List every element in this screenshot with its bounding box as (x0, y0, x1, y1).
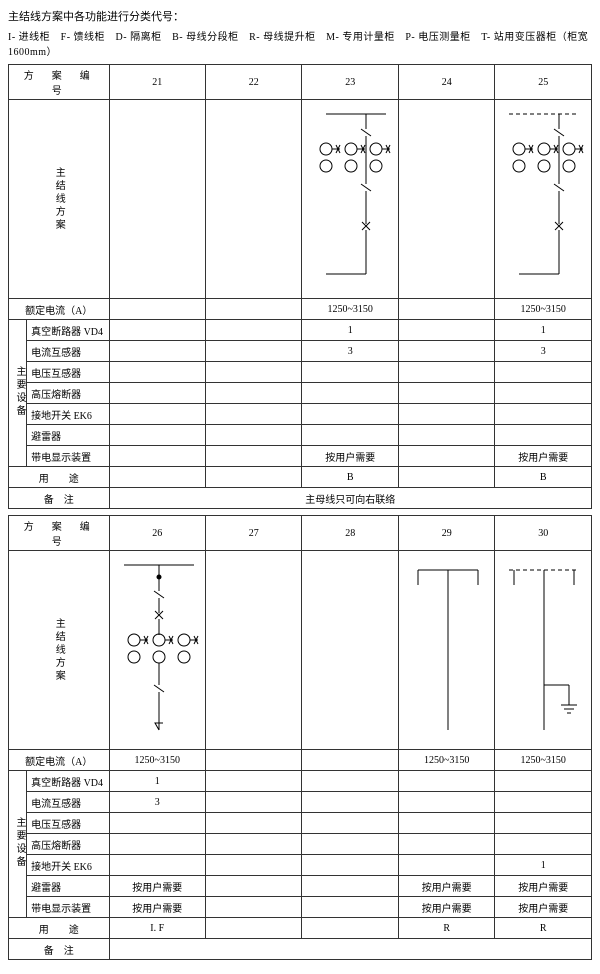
col-26: 26 (109, 516, 205, 551)
hdr-main-wiring: 主结线方案 (9, 100, 110, 299)
col-27: 27 (205, 516, 301, 551)
schematic-30-icon (499, 555, 589, 735)
col-30: 30 (495, 516, 592, 551)
col-21: 21 (109, 65, 205, 100)
schematic-29-icon (403, 555, 493, 735)
row-diagram: 主结线方案 (9, 100, 592, 299)
col-23: 23 (302, 65, 398, 100)
diagram-26 (109, 551, 205, 750)
col-25: 25 (495, 65, 592, 100)
hdr-rated: 额定电流（A） (9, 299, 110, 320)
row-remark: 备 注 主母线只可向右联络 (9, 488, 592, 509)
diagram-23 (302, 100, 398, 299)
diagram-29 (398, 551, 494, 750)
diagram-30 (495, 551, 592, 750)
diagram-21 (109, 100, 205, 299)
row-diagram-2: 主结线方案 (9, 551, 592, 750)
row-usage: 用 途 BB (9, 467, 592, 488)
legend-line: I- 进线柜 F- 馈线柜 D- 隔离柜 B- 母线分段柜 R- 母线提升柜 M… (8, 28, 592, 58)
hdr-remark: 备 注 (9, 488, 110, 509)
col-22: 22 (205, 65, 301, 100)
row-scheme-no-2: 方 案 编 号 26 27 28 29 30 (9, 516, 592, 551)
row-rated: 额定电流（A） 1250~3150 1250~3150 (9, 299, 592, 320)
diagram-22 (205, 100, 301, 299)
hdr-scheme-no: 方 案 编 号 (9, 65, 110, 100)
col-29: 29 (398, 516, 494, 551)
diagram-28 (302, 551, 398, 750)
col-24: 24 (398, 65, 494, 100)
hdr-usage: 用 途 (9, 467, 110, 488)
block2-table: 方 案 编 号 26 27 28 29 30 主结线方案 (8, 515, 592, 960)
schematic-25-icon (499, 104, 589, 284)
remark-text: 主母线只可向右联络 (109, 488, 592, 509)
row-scheme-no: 方 案 编 号 21 22 23 24 25 (9, 65, 592, 100)
schematic-26-icon (114, 555, 204, 735)
main-wiring-label: 主结线方案 (51, 104, 66, 294)
diagram-25 (495, 100, 592, 299)
schematic-23-icon (306, 104, 396, 284)
main-wiring-label-2: 主结线方案 (51, 555, 66, 745)
diagram-27 (205, 551, 301, 750)
hdr-main-equip: 主要设备 (9, 320, 27, 467)
block1-table: 方 案 编 号 21 22 23 24 25 主结线方案 (8, 64, 592, 509)
page-title: 主结线方案中各功能进行分类代号： (8, 8, 592, 24)
diagram-24 (398, 100, 494, 299)
col-28: 28 (302, 516, 398, 551)
